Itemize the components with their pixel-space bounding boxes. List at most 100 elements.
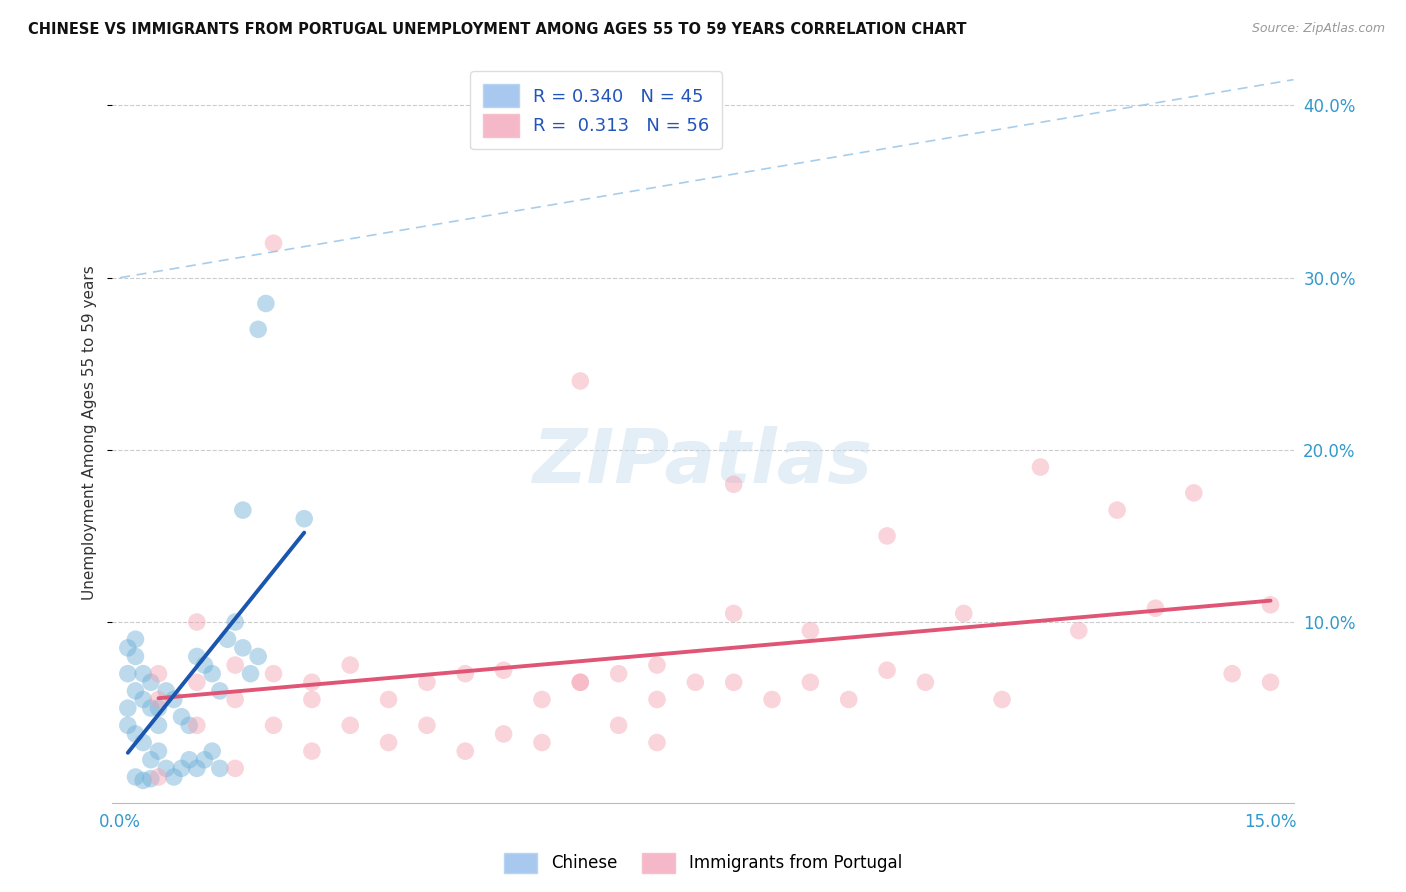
Point [193, 753, 215, 767]
Point [186, 615, 208, 629]
Point [263, 236, 285, 251]
Point [179, 718, 201, 732]
Point [876, 529, 898, 543]
Point [645, 658, 668, 673]
Point [148, 692, 170, 706]
Point [124, 684, 146, 698]
Point [530, 735, 553, 749]
Point [377, 692, 399, 706]
Point [1220, 666, 1243, 681]
Point [454, 666, 477, 681]
Point [148, 701, 170, 715]
Point [569, 675, 592, 690]
Point [117, 718, 139, 732]
Point [607, 666, 630, 681]
Point [492, 663, 515, 677]
Point [201, 666, 224, 681]
Point [132, 666, 155, 681]
Point [723, 607, 745, 621]
Point [124, 649, 146, 664]
Point [569, 675, 592, 690]
Text: ZIPatlas: ZIPatlas [533, 425, 873, 499]
Point [139, 701, 162, 715]
Point [1260, 675, 1282, 690]
Point [292, 512, 315, 526]
Point [914, 675, 936, 690]
Point [139, 772, 162, 786]
Point [645, 735, 668, 749]
Point [224, 692, 246, 706]
Point [148, 666, 170, 681]
Point [232, 640, 254, 655]
Point [224, 615, 246, 629]
Point [377, 735, 399, 749]
Point [124, 770, 146, 784]
Point [117, 640, 139, 655]
Point [254, 296, 277, 310]
Point [1067, 624, 1090, 638]
Legend: Chinese, Immigrants from Portugal: Chinese, Immigrants from Portugal [498, 847, 908, 880]
Point [685, 675, 707, 690]
Point [339, 718, 361, 732]
Point [263, 718, 285, 732]
Point [224, 761, 246, 775]
Point [148, 744, 170, 758]
Point [263, 666, 285, 681]
Point [301, 692, 323, 706]
Point [991, 692, 1014, 706]
Point [247, 649, 270, 664]
Point [124, 632, 146, 647]
Point [224, 658, 246, 673]
Point [186, 761, 208, 775]
Y-axis label: Unemployment Among Ages 55 to 59 years: Unemployment Among Ages 55 to 59 years [82, 265, 97, 600]
Point [117, 701, 139, 715]
Point [339, 658, 361, 673]
Text: Source: ZipAtlas.com: Source: ZipAtlas.com [1251, 22, 1385, 36]
Point [416, 675, 439, 690]
Point [952, 607, 974, 621]
Point [148, 718, 170, 732]
Point [607, 718, 630, 732]
Point [799, 675, 821, 690]
Point [208, 684, 231, 698]
Point [876, 663, 898, 677]
Point [723, 477, 745, 491]
Point [301, 675, 323, 690]
Point [170, 709, 193, 723]
Point [217, 632, 239, 647]
Point [416, 718, 439, 732]
Point [139, 753, 162, 767]
Point [155, 761, 177, 775]
Point [124, 727, 146, 741]
Point [163, 770, 186, 784]
Point [117, 666, 139, 681]
Point [148, 770, 170, 784]
Point [1144, 601, 1167, 615]
Point [132, 692, 155, 706]
Point [1182, 486, 1205, 500]
Point [645, 692, 668, 706]
Legend: R = 0.340   N = 45, R =  0.313   N = 56: R = 0.340 N = 45, R = 0.313 N = 56 [470, 71, 723, 150]
Point [163, 692, 186, 706]
Point [232, 503, 254, 517]
Point [186, 675, 208, 690]
Point [239, 666, 262, 681]
Point [492, 727, 515, 741]
Point [139, 675, 162, 690]
Point [723, 675, 745, 690]
Point [201, 744, 224, 758]
Point [132, 735, 155, 749]
Point [1107, 503, 1129, 517]
Point [155, 684, 177, 698]
Point [247, 322, 270, 336]
Point [761, 692, 783, 706]
Point [208, 761, 231, 775]
Point [301, 744, 323, 758]
Point [569, 374, 592, 388]
Point [132, 773, 155, 788]
Point [838, 692, 860, 706]
Point [1260, 598, 1282, 612]
Point [179, 753, 201, 767]
Point [186, 649, 208, 664]
Point [193, 658, 215, 673]
